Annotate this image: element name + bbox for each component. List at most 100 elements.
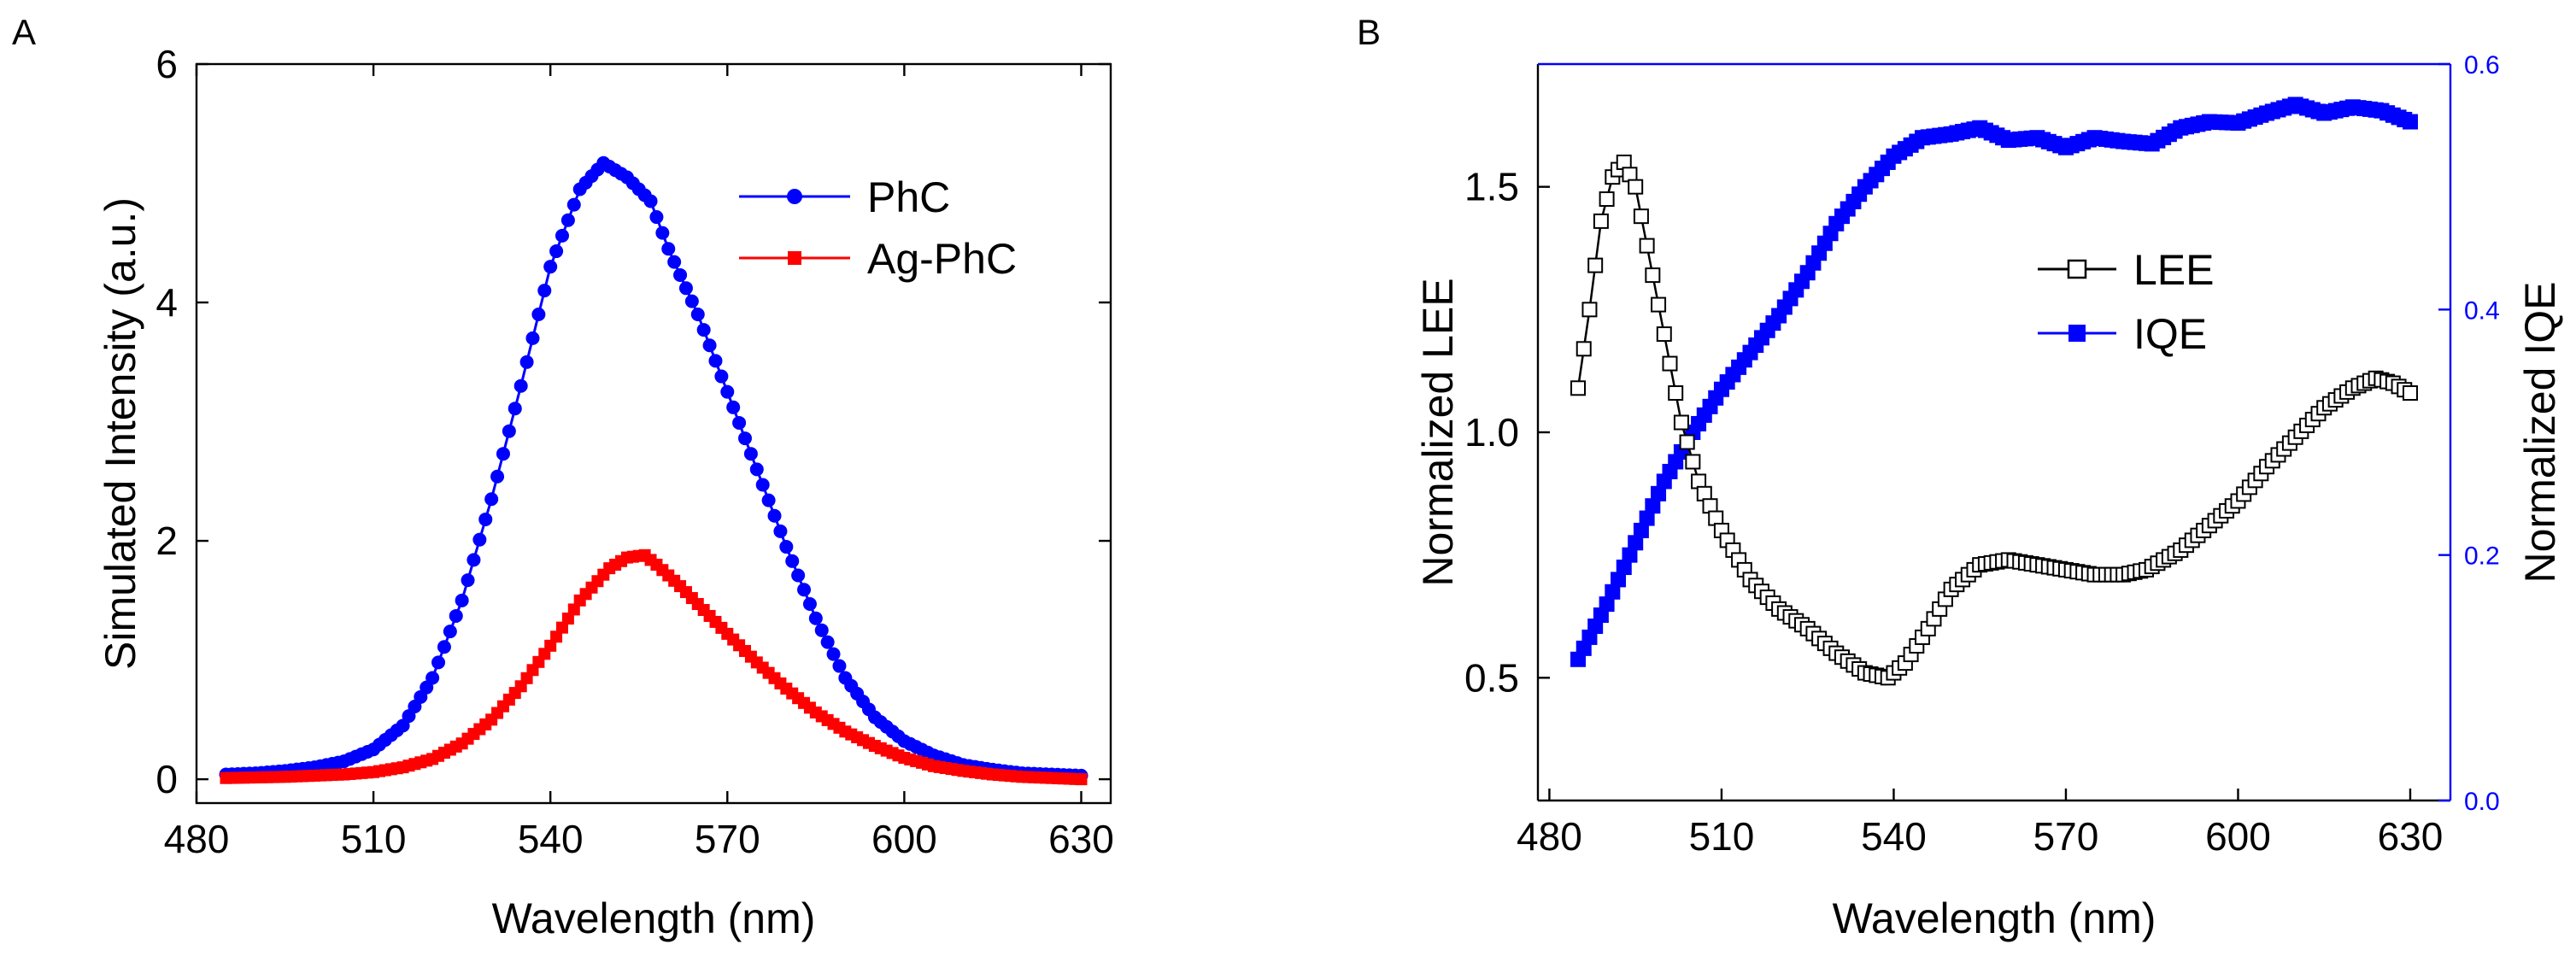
legend-label-lee: LEE bbox=[2133, 246, 2215, 294]
data-point-phc bbox=[779, 540, 794, 554]
y-tick-label: 6 bbox=[155, 42, 178, 86]
data-point-phc bbox=[814, 623, 829, 637]
y-tick-right-label: 0.4 bbox=[2464, 296, 2500, 325]
data-point-phc bbox=[431, 655, 446, 670]
data-point-phc bbox=[449, 608, 463, 623]
data-point-iqe bbox=[1639, 510, 1655, 526]
series-ag-phc-line bbox=[226, 554, 1082, 781]
data-point-phc bbox=[761, 493, 776, 507]
legend-marker-lee bbox=[2067, 259, 2087, 279]
y-tick-label: 4 bbox=[155, 280, 178, 325]
x-tick-label: 510 bbox=[1689, 814, 1755, 859]
plot-frame bbox=[195, 62, 1112, 805]
data-point-phc bbox=[537, 284, 552, 298]
data-point-phc bbox=[743, 447, 758, 461]
y-tick-right-label: 0.2 bbox=[2464, 543, 2500, 571]
data-point-phc bbox=[508, 402, 522, 416]
data-point-iqe bbox=[2402, 114, 2418, 130]
x-tick-label: 540 bbox=[518, 817, 584, 861]
legend-label-iqe: IQE bbox=[2133, 310, 2207, 358]
legend-marker-phc bbox=[787, 189, 802, 204]
panel-a-label: A bbox=[12, 12, 36, 52]
data-point-phc bbox=[425, 671, 440, 685]
legend-label-ag-phc: Ag-PhC bbox=[867, 235, 1017, 283]
data-point-phc bbox=[490, 469, 505, 484]
data-point-phc bbox=[661, 242, 676, 256]
data-point-phc bbox=[643, 194, 658, 208]
data-point-phc bbox=[702, 338, 717, 353]
x-tick-label: 630 bbox=[2378, 814, 2444, 859]
data-point-phc bbox=[726, 400, 741, 414]
data-point-phc bbox=[466, 553, 481, 567]
x-tick-label: 630 bbox=[1048, 817, 1114, 861]
data-point-lee bbox=[1668, 385, 1684, 402]
data-point-phc bbox=[714, 369, 729, 384]
x-tick-label: 600 bbox=[2205, 814, 2271, 859]
y-tick-right-label: 0.6 bbox=[2464, 51, 2500, 79]
legend-label-phc: PhC bbox=[867, 173, 950, 221]
data-point-phc bbox=[797, 583, 812, 597]
data-point-phc bbox=[708, 354, 723, 368]
data-point-ag-phc bbox=[544, 639, 557, 652]
data-point-phc bbox=[478, 512, 493, 526]
data-point-phc bbox=[502, 424, 516, 438]
data-point-phc bbox=[555, 228, 569, 243]
data-point-lee bbox=[1581, 302, 1598, 318]
legend-marker-iqe bbox=[2068, 325, 2086, 342]
data-point-iqe bbox=[1633, 522, 1649, 538]
y-tick-label: 0.5 bbox=[1464, 655, 1519, 700]
data-point-phc bbox=[472, 532, 487, 547]
data-point-phc bbox=[543, 260, 558, 274]
data-point-phc bbox=[673, 267, 688, 282]
data-point-phc bbox=[655, 226, 670, 240]
y-axis-title: Simulated Intensity (a.u.) bbox=[97, 197, 144, 670]
data-point-phc bbox=[461, 573, 475, 588]
data-point-phc bbox=[820, 635, 835, 649]
data-point-phc bbox=[808, 611, 823, 625]
data-point-lee bbox=[1662, 355, 1678, 372]
data-point-phc bbox=[549, 244, 564, 259]
data-point-lee bbox=[1587, 257, 1604, 273]
data-point-phc bbox=[560, 213, 575, 227]
data-point-phc bbox=[525, 331, 540, 345]
data-point-phc bbox=[684, 294, 699, 308]
data-point-lee bbox=[1645, 267, 1661, 284]
data-point-lee bbox=[1593, 213, 1609, 229]
data-point-lee bbox=[2402, 385, 2418, 402]
data-point-phc bbox=[738, 431, 752, 446]
x-tick-label: 600 bbox=[871, 817, 937, 861]
panel-b-label: B bbox=[1357, 12, 1381, 52]
data-point-lee bbox=[1673, 414, 1689, 431]
data-point-lee bbox=[1570, 380, 1587, 396]
panel-b: B 480 510 540 570 600 630 0.5 1.0 1.5 0.0 0.2 0.4 0.… bbox=[1357, 12, 2564, 942]
data-point-lee bbox=[1628, 179, 1644, 195]
data-point-lee bbox=[1633, 208, 1649, 225]
data-point-phc bbox=[773, 524, 788, 538]
data-point-iqe bbox=[1611, 572, 1627, 588]
data-point-phc bbox=[749, 462, 764, 477]
data-point-phc bbox=[826, 647, 841, 661]
data-point-phc bbox=[649, 210, 664, 225]
data-point-phc bbox=[767, 508, 782, 523]
data-point-phc bbox=[755, 478, 770, 492]
series-iqe-line bbox=[1576, 103, 2411, 660]
data-point-phc bbox=[519, 355, 534, 369]
data-point-lee bbox=[1685, 454, 1701, 470]
y-tick-label: 2 bbox=[155, 519, 178, 563]
data-point-ag-phc bbox=[550, 630, 563, 643]
data-point-phc bbox=[732, 415, 747, 430]
x-axis-title: Wavelength (nm) bbox=[492, 894, 816, 942]
data-point-iqe bbox=[1599, 596, 1615, 613]
x-tick-label: 480 bbox=[1517, 814, 1582, 859]
data-point-ag-phc bbox=[567, 603, 580, 616]
x-tick-label: 570 bbox=[695, 817, 760, 861]
data-point-iqe bbox=[1628, 535, 1644, 551]
data-point-iqe bbox=[1622, 547, 1638, 563]
x-axis-title: Wavelength (nm) bbox=[1833, 894, 2156, 942]
data-point-phc bbox=[484, 492, 499, 507]
x-tick-label: 570 bbox=[2033, 814, 2099, 859]
data-point-ag-phc bbox=[1075, 773, 1088, 786]
y-tick-right-label: 0.0 bbox=[2464, 788, 2500, 816]
y-axis-right-title: Normalized IQE bbox=[2516, 282, 2564, 584]
y-tick-label: 0 bbox=[155, 757, 178, 801]
